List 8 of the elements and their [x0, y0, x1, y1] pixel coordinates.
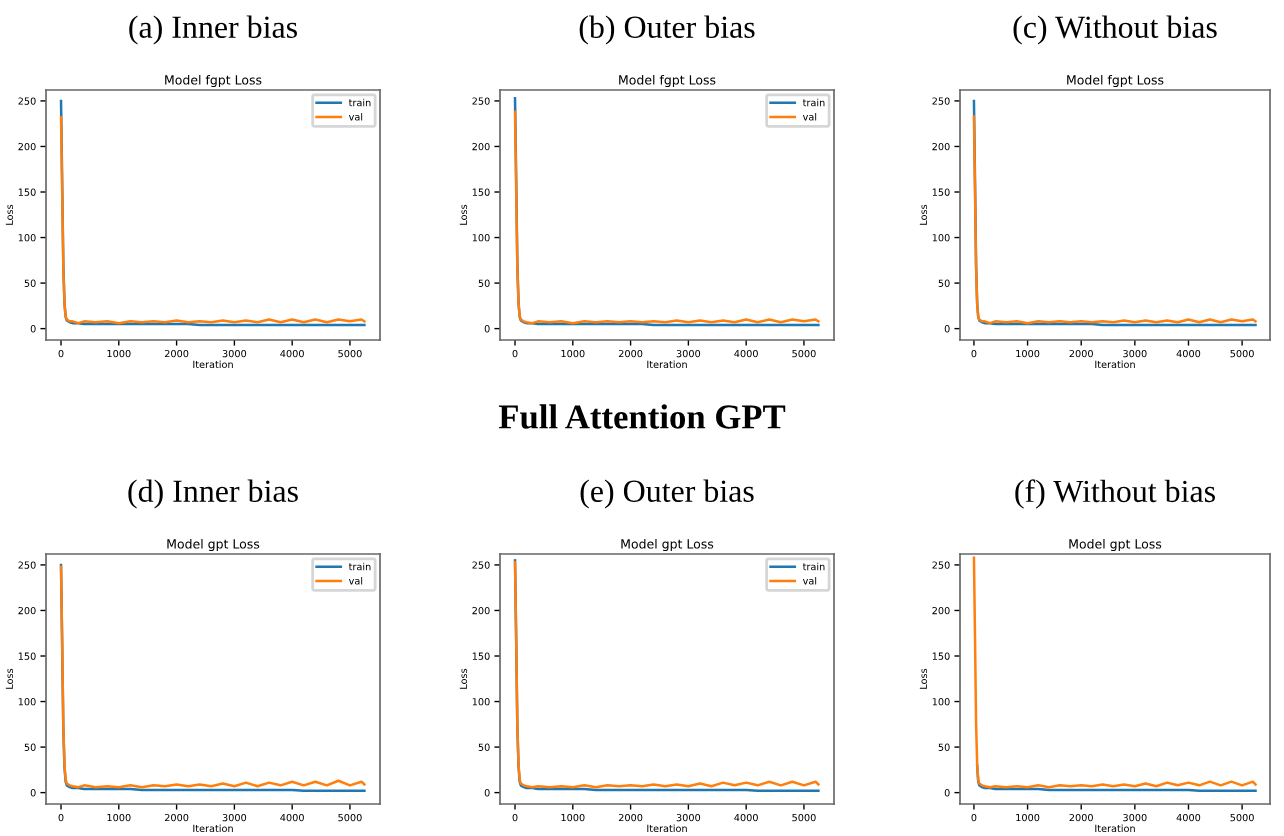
- text: (f) Without bias: [1015, 479, 1215, 509]
- line-series: [972, 556, 1257, 789]
- text: Full Attention GPT: [498, 404, 786, 429]
- text: (a) Inner bias: [129, 15, 297, 45]
- text: (e) Outer bias: [580, 479, 754, 509]
- text: (c) Without bias: [1013, 15, 1217, 45]
- text: (b) Outer bias: [579, 15, 755, 45]
- text: (d) Inner bias: [128, 479, 298, 509]
